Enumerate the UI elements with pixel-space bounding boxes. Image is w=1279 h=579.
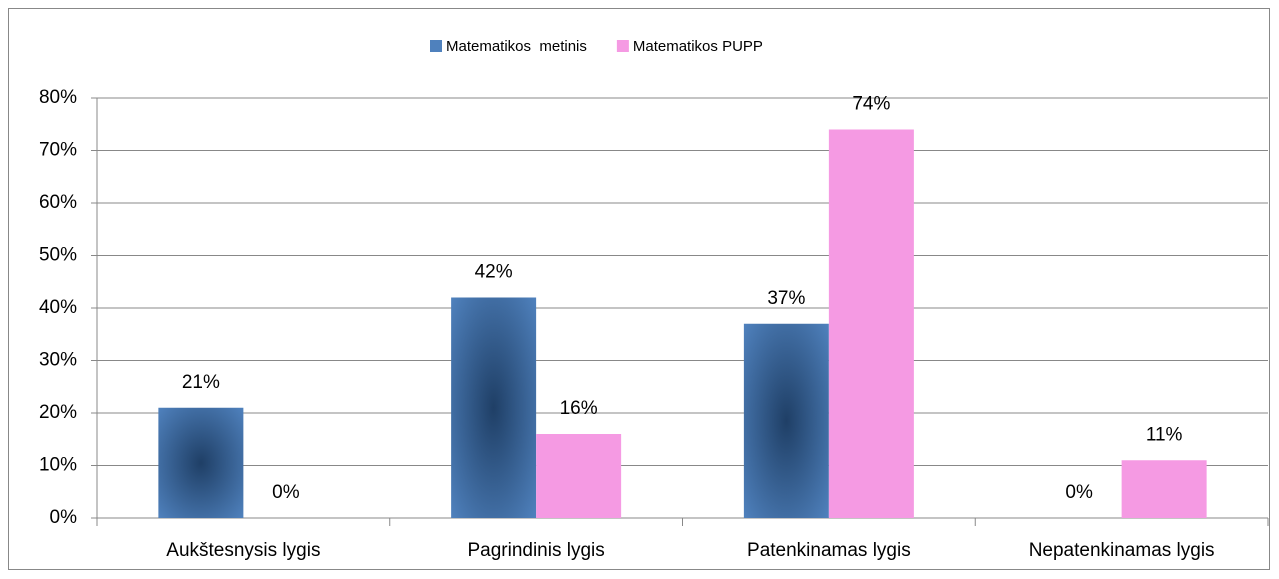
legend-swatch <box>430 40 442 52</box>
x-tick-label: Pagrindinis lygis <box>467 540 604 561</box>
value-label: 11% <box>1146 424 1183 445</box>
y-tick-label: 70% <box>39 140 77 161</box>
x-tick-label: Patenkinamas lygis <box>747 540 911 561</box>
value-label: 21% <box>182 372 220 393</box>
y-tick-label: 20% <box>39 402 77 423</box>
bar <box>536 434 622 518</box>
value-label: 74% <box>852 94 890 115</box>
y-tick-label: 10% <box>39 455 77 476</box>
x-tick-label: Aukštesnysis lygis <box>166 540 320 561</box>
y-tick-label: 50% <box>39 245 77 266</box>
y-tick-label: 30% <box>39 350 77 371</box>
legend-label: Matematikos PUPP <box>633 38 763 55</box>
value-label: 0% <box>272 482 300 503</box>
bar <box>743 323 829 518</box>
legend-label: Matematikos metinis <box>446 38 587 55</box>
bar <box>451 297 537 518</box>
y-tick-label: 80% <box>39 87 77 108</box>
y-tick-label: 40% <box>39 297 77 318</box>
value-label: 0% <box>1065 482 1093 503</box>
bar <box>1121 460 1207 518</box>
value-label: 42% <box>475 262 513 283</box>
bar <box>158 407 244 518</box>
y-tick-label: 60% <box>39 192 77 213</box>
y-tick-label: 0% <box>50 507 78 528</box>
bar <box>828 129 914 518</box>
value-label: 16% <box>560 398 598 419</box>
value-label: 37% <box>767 288 805 309</box>
legend-swatch <box>616 40 629 52</box>
x-tick-label: Nepatenkinamas lygis <box>1029 540 1215 561</box>
